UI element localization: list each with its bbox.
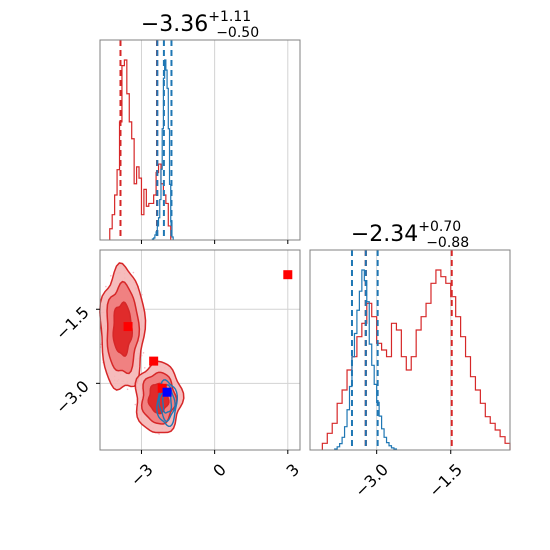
sample-point bbox=[132, 271, 135, 274]
panel-frame bbox=[99, 249, 301, 451]
histogram-panel-x: −3.36+1.11 −0.50 bbox=[99, 9, 301, 244]
x-tick-label: −1.5 bbox=[425, 460, 466, 501]
sample-point bbox=[134, 403, 137, 406]
x-tick-label: 0 bbox=[209, 460, 230, 481]
title-value: −3.36 bbox=[141, 12, 208, 37]
histogram-series bbox=[321, 250, 511, 450]
sample-point bbox=[158, 433, 160, 435]
sample-point bbox=[126, 388, 129, 391]
x-tick-label: −3.0 bbox=[351, 460, 392, 501]
panel-background bbox=[100, 40, 300, 240]
x-ticks bbox=[140, 240, 289, 244]
histogram-panel-y: −3.0 −1.5 −2.34+0.70 −0.88 bbox=[309, 219, 511, 501]
contour-panel: −3 0 3 −3.0 −1.5 bbox=[52, 249, 303, 490]
marker-square bbox=[123, 322, 133, 332]
x-tick-label: −3 bbox=[127, 460, 157, 490]
sample-point bbox=[105, 285, 107, 288]
red-contour bbox=[112, 301, 134, 358]
marker-square bbox=[149, 356, 159, 366]
contour-series bbox=[99, 262, 293, 435]
sample-point bbox=[140, 354, 143, 357]
marker-square bbox=[157, 383, 167, 393]
panel-title: −3.36+1.11 −0.50 bbox=[141, 9, 259, 41]
title-upper-error: +1.11 bbox=[208, 9, 251, 25]
sample-point bbox=[141, 293, 143, 296]
marker-square bbox=[162, 387, 172, 397]
title-lower-error: −0.50 bbox=[216, 25, 259, 41]
x-tick-label: 3 bbox=[282, 460, 303, 481]
panel-frame bbox=[309, 249, 511, 451]
panel-background bbox=[310, 250, 510, 450]
marker-square bbox=[283, 270, 293, 280]
panel-title: −2.34+0.70 −0.88 bbox=[351, 219, 469, 251]
sample-point bbox=[142, 352, 145, 354]
sample-point bbox=[143, 367, 146, 369]
blue-contour bbox=[156, 379, 178, 428]
y-tick-label: −1.5 bbox=[52, 303, 93, 344]
title-value: −2.34 bbox=[351, 222, 418, 247]
histogram-step bbox=[151, 59, 174, 240]
title-upper-error: +0.70 bbox=[418, 219, 461, 235]
sample-point bbox=[109, 274, 112, 277]
histogram-series bbox=[109, 40, 174, 240]
y-tick-label: −3.0 bbox=[52, 377, 93, 418]
title-lower-error: −0.88 bbox=[426, 235, 469, 251]
x-ticks: −3.0 −1.5 bbox=[351, 450, 466, 501]
panel-frame bbox=[99, 39, 301, 241]
